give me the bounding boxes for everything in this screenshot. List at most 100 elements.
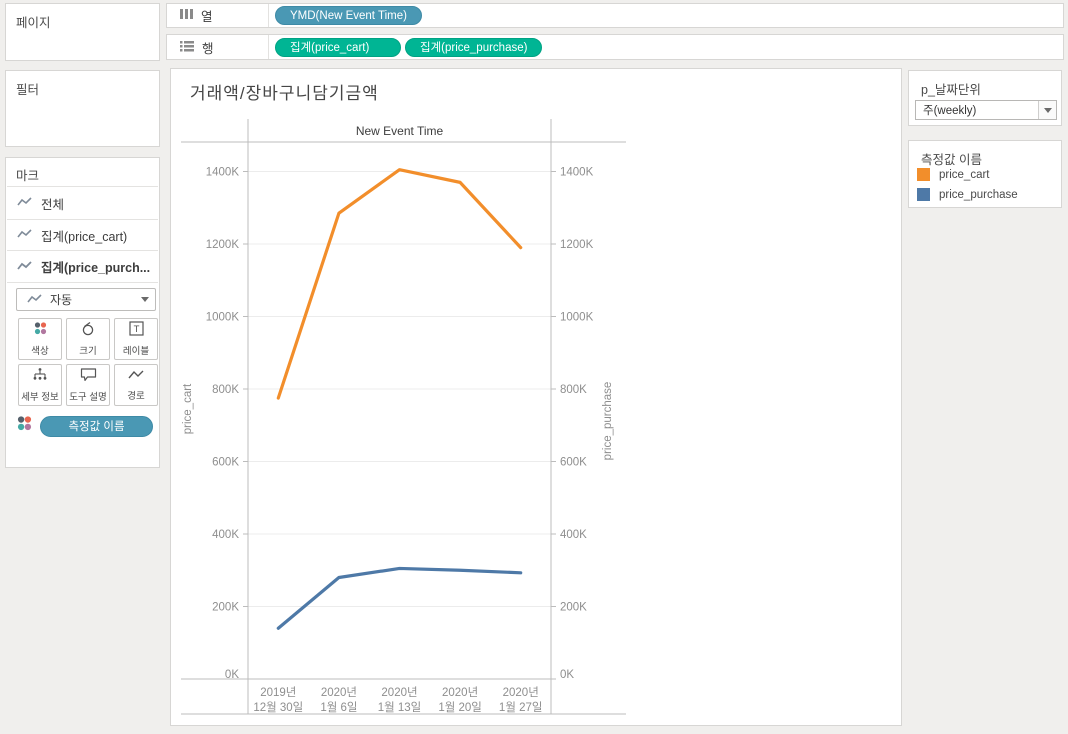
mark-type-dropdown[interactable]: 자동 (16, 288, 156, 311)
series-line-price_cart[interactable] (276, 168, 523, 400)
marks-card: 마크 전체 집계(price_cart) 집계(price_purch... 자… (5, 157, 160, 468)
tooltip-bubble-icon (80, 367, 97, 385)
columns-shelf-pills: YMD(New Event Time) (269, 6, 422, 25)
parameter-card: p_날짜단위 주(weekly) (908, 70, 1062, 126)
y-axis-left-tick-label: 400K (212, 529, 239, 541)
marks-item-price-purchase-label: 집계(price_purch... (41, 261, 151, 275)
parameter-title: p_날짜단위 (921, 83, 981, 97)
pill-measure-names[interactable]: 측정값 이름 (40, 415, 153, 437)
worksheet-card: 거래액/장바구니담기금액 New Event Time 0K 0K 200K 200K 4… (170, 68, 902, 726)
y-axis-right-title: price_purchase (602, 382, 614, 461)
rows-shelf-label-text: 행 (202, 41, 214, 56)
marks-item-all-label: 전체 (41, 197, 65, 212)
x-axis-tick-label: 2019년 (260, 686, 296, 699)
color-button[interactable]: 색상 (18, 318, 62, 360)
x-axis-tick-label: 1월 27일 (499, 700, 543, 714)
legend-swatch-orange[interactable] (917, 168, 930, 181)
mark-type-value: 자동 (50, 293, 73, 307)
parameter-value: 주(weekly) (923, 105, 977, 117)
columns-shelf-label-text: 열 (201, 10, 213, 24)
detail-button-label: 세부 정보 (21, 392, 59, 403)
rows-shelf-pills: 집계(price_cart) 집계(price_purchase) (269, 37, 543, 57)
label-T-icon: T (128, 321, 144, 339)
legend-card: 측정값 이름 price_cart price_purchase (908, 140, 1062, 208)
x-axis-tick-label: 1월 13일 (378, 700, 422, 714)
y-axis-right-tick-label: 600K (560, 457, 587, 469)
line-mark-icon (17, 228, 32, 242)
color-dots-icon (16, 415, 33, 437)
x-axis-tick-label: 2020년 (321, 686, 357, 699)
columns-shelf[interactable]: 열 YMD(New Event Time) (166, 3, 1064, 28)
y-axis-left-tick-label: 200K (212, 602, 239, 614)
pages-shelf[interactable]: 페이지 (5, 3, 160, 61)
color-dots-icon (33, 321, 48, 339)
x-axis-tick-label: 2020년 (381, 686, 417, 699)
line-mark-icon (17, 196, 32, 210)
y-axis-left-tick-label: 800K (212, 384, 239, 396)
line-mark-icon (17, 260, 32, 274)
x-axis-tick-label: 12월 30일 (253, 700, 303, 714)
measure-names-encoding-row: 측정값 이름 (16, 415, 153, 437)
marks-card-title: 마크 (16, 169, 40, 183)
legend-item-price-purchase[interactable]: price_purchase (917, 188, 1018, 201)
dropdown-caret-icon (135, 289, 155, 310)
rows-shelf[interactable]: 행 집계(price_cart) 집계(price_purchase) (166, 34, 1064, 60)
line-mark-icon (27, 293, 42, 307)
detail-tree-icon (32, 367, 48, 385)
svg-text:T: T (133, 324, 139, 335)
y-axis-left-tick-label: 1000K (206, 312, 240, 324)
y-axis-left-tick-label: 1200K (206, 239, 240, 251)
legend-swatch-blue[interactable] (917, 188, 930, 201)
marks-item-price-cart-label: 집계(price_cart) (41, 229, 128, 244)
pill-agg-price-cart[interactable]: 집계(price_cart) (275, 37, 401, 57)
x-axis-tick-label: 2020년 (442, 686, 478, 699)
columns-icon (180, 8, 193, 23)
columns-shelf-label: 열 (167, 4, 269, 27)
y-axis-left-title: price_cart (182, 383, 194, 434)
tooltip-button[interactable]: 도구 설명 (66, 364, 110, 406)
size-button-label: 크기 (79, 346, 97, 357)
marks-item-price-purchase[interactable]: 집계(price_purch... (7, 250, 158, 283)
path-line-icon (128, 369, 144, 384)
y-axis-left-tick-label: 1400K (206, 167, 240, 179)
y-axis-right-tick-label: 0K (560, 669, 574, 681)
filters-shelf-title: 필터 (16, 83, 40, 97)
rows-icon (180, 40, 194, 55)
legend-title: 측정값 이름 (921, 153, 982, 167)
dropdown-caret-icon[interactable] (1038, 101, 1056, 119)
pill-ymd-new-event-time[interactable]: YMD(New Event Time) (275, 6, 422, 25)
label-button[interactable]: T 레이블 (114, 318, 158, 360)
y-axis-right-tick-label: 800K (560, 384, 587, 396)
path-button-label: 경로 (127, 390, 145, 402)
y-axis-right-tick-label: 1000K (560, 312, 594, 324)
marks-item-price-cart[interactable]: 집계(price_cart) (7, 219, 158, 250)
sheet-title: 거래액/장바구니담기금액 (190, 84, 379, 103)
pill-agg-price-purchase[interactable]: 집계(price_purchase) (405, 37, 543, 57)
path-button[interactable]: 경로 (114, 364, 158, 406)
size-circle-icon (80, 321, 96, 339)
size-button[interactable]: 크기 (66, 318, 110, 360)
y-axis-right-tick-label: 200K (560, 602, 587, 614)
pane-header-label: New Event Time (356, 124, 444, 138)
series-line-price_purchase[interactable] (276, 566, 523, 630)
color-button-label: 색상 (31, 346, 49, 357)
x-axis-tick-label: 2020년 (503, 686, 539, 699)
y-axis-right-tick-label: 1200K (560, 239, 594, 251)
legend-item-label: price_cart (939, 168, 990, 181)
y-axis-left-tick-label: 0K (225, 669, 239, 681)
y-axis-left-tick-label: 600K (212, 457, 239, 469)
detail-button[interactable]: 세부 정보 (18, 364, 62, 406)
parameter-dropdown[interactable]: 주(weekly) (915, 100, 1057, 120)
x-axis-tick-label: 1월 6일 (320, 700, 357, 714)
legend-item-price-cart[interactable]: price_cart (917, 168, 990, 181)
filters-shelf[interactable]: 필터 (5, 70, 160, 147)
y-axis-right-tick-label: 400K (560, 529, 587, 541)
legend-item-label: price_purchase (939, 188, 1018, 201)
pages-shelf-title: 페이지 (16, 16, 51, 30)
line-chart[interactable]: New Event Time 0K 0K 200K 200K 400K 400K 600K 60… (171, 69, 903, 727)
label-button-label: 레이블 (122, 346, 150, 357)
tooltip-button-label: 도구 설명 (69, 392, 107, 403)
x-axis-tick-label: 1월 20일 (438, 700, 482, 714)
marks-item-all[interactable]: 전체 (7, 186, 158, 219)
